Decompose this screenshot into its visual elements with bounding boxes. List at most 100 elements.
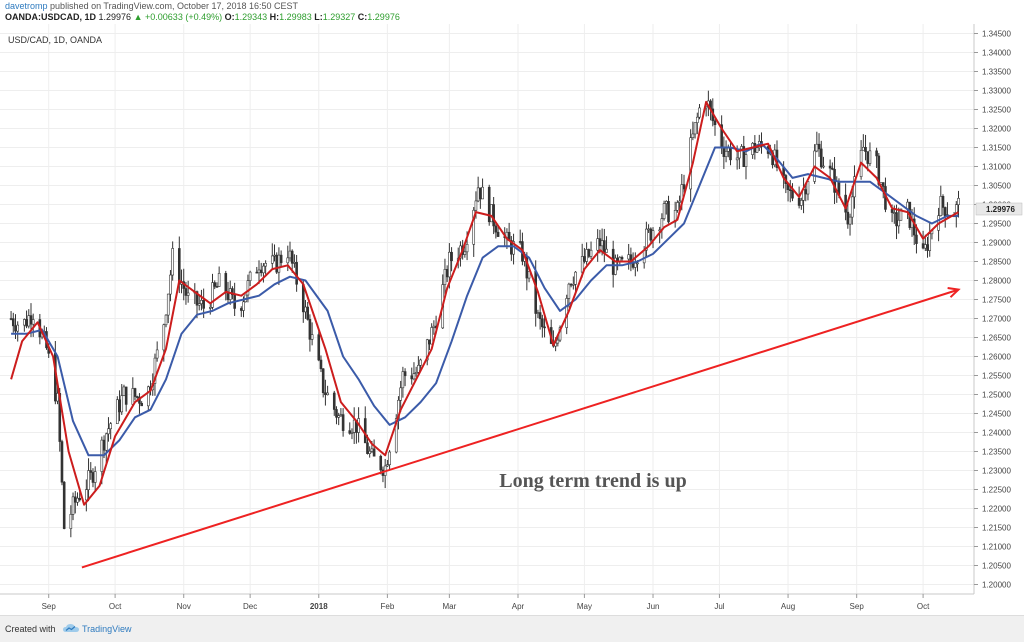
candle-body [264, 263, 267, 267]
candle-body [620, 257, 624, 260]
quote-line: OANDA:USDCAD, 1D 1.29976 ▲ +0.00633 (+0.… [5, 12, 400, 22]
candle-body [713, 120, 717, 126]
moving-averages [10, 100, 959, 506]
price-tick-label: 1.32500 [982, 106, 1011, 115]
candle-body [465, 244, 469, 253]
candle-body [698, 107, 701, 118]
candle-body [73, 496, 77, 503]
fast-moving-average-line [10, 100, 959, 506]
candle-body [541, 318, 544, 328]
candle-body [890, 209, 894, 213]
candle-body [257, 269, 261, 274]
candle-body [432, 325, 436, 328]
candle-body [828, 165, 832, 169]
candle-body [822, 165, 825, 168]
candle-body [583, 256, 586, 262]
footer-bar: Created with TradingView [0, 615, 1024, 642]
candle-body [598, 238, 602, 247]
price-tick-label: 1.31000 [982, 163, 1011, 172]
candle-body [691, 133, 695, 138]
candle-body [270, 255, 274, 264]
candle-body [147, 386, 150, 407]
candle-body [534, 271, 538, 314]
candle-body [324, 392, 327, 396]
candle-body [574, 271, 577, 285]
candle-body [89, 470, 93, 473]
candle-body [585, 249, 588, 262]
grid-lines [0, 24, 974, 594]
candle-body [806, 181, 810, 195]
candle-body [164, 314, 168, 326]
candle-body [425, 339, 429, 361]
candle-body [31, 319, 35, 325]
candle-body [487, 186, 491, 223]
candle-body [366, 442, 369, 454]
trendline [81, 288, 959, 569]
tradingview-brand[interactable]: TradingView [82, 624, 132, 634]
candle-body [162, 324, 166, 351]
time-tick-label: Apr [512, 602, 525, 611]
candle-body [93, 471, 97, 483]
price-tick-label: 1.23000 [982, 467, 1011, 476]
price-tick-label: 1.21000 [982, 543, 1011, 552]
candle-body [689, 137, 692, 190]
candle-body [494, 225, 498, 233]
candle-body [120, 395, 124, 413]
candle-body [217, 273, 221, 287]
chart-canvas[interactable]: 1.20000 1.20500 1.21000 1.21500 1.22000 1.225… [0, 24, 1024, 615]
high-label: H: [269, 12, 280, 22]
price-tick-label: 1.26000 [982, 353, 1011, 362]
candle-body [202, 300, 205, 309]
candle-body [211, 282, 214, 308]
candle-body [412, 373, 416, 380]
candle-body [317, 334, 321, 361]
time-tick-label: Feb [380, 602, 394, 611]
candle-body [122, 386, 126, 396]
price-tick-label: 1.24500 [982, 410, 1011, 419]
candle-body [29, 315, 33, 325]
candle-body [107, 428, 110, 435]
candle-body [481, 186, 484, 200]
candle-body [262, 265, 265, 274]
candle-body [348, 430, 352, 434]
candle-body [27, 315, 31, 327]
up-arrow-icon: ▲ [133, 12, 143, 22]
candle-body [538, 312, 542, 320]
author-link[interactable]: davetromp [5, 1, 48, 11]
candle-body [246, 280, 250, 296]
candle-body [580, 256, 584, 273]
price-tick-label: 1.33000 [982, 87, 1011, 96]
candle-body [928, 233, 932, 251]
candle-body [213, 282, 217, 287]
price-tick-label: 1.23500 [982, 448, 1011, 457]
candle-body [85, 489, 88, 501]
candle-body [293, 262, 296, 264]
candle-body [492, 204, 495, 227]
candle-body [846, 211, 850, 225]
price-chart[interactable]: 1.20000 1.20500 1.21000 1.21500 1.22000 1.225… [0, 24, 1024, 615]
candle-body [255, 271, 259, 274]
time-tick-label: Jun [647, 602, 660, 611]
candle-body [665, 201, 668, 204]
time-axis[interactable]: Sep Oct Nov Dec 2018 Feb Mar Apr May Jun Jul Aug Sep… [42, 594, 930, 611]
candle-body [915, 234, 918, 244]
candle-body [388, 451, 391, 465]
price-tick-label: 1.27000 [982, 315, 1011, 324]
candle-body [428, 339, 431, 345]
candle-body [140, 403, 143, 407]
candle-body [596, 238, 599, 251]
candle-body [341, 414, 345, 431]
candle-body [642, 249, 646, 264]
candle-body [153, 357, 157, 384]
candle-body [87, 470, 90, 490]
candle-body [321, 368, 325, 394]
candle-body [645, 228, 648, 251]
candle-body [800, 200, 803, 206]
candle-body [339, 414, 343, 417]
candle-body [419, 359, 422, 366]
time-tick-label: 2018 [310, 602, 328, 611]
last-price: 1.29976 [98, 12, 132, 22]
price-tick-label: 1.27500 [982, 296, 1011, 305]
candle-body [875, 150, 878, 157]
time-tick-label: Sep [850, 602, 865, 611]
